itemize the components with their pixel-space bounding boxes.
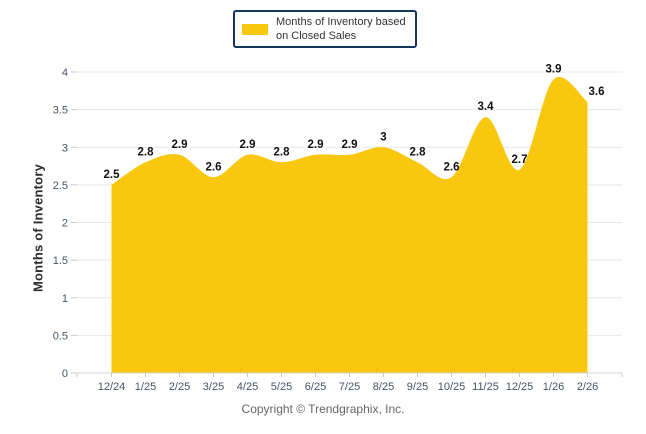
x-tick-label: 9/25: [407, 381, 428, 393]
x-tick-label: 3/25: [203, 381, 224, 393]
legend-label: Months of Inventory based on Closed Sale…: [276, 16, 406, 42]
y-tick-label: 0: [62, 368, 68, 380]
data-label: 3.9: [546, 64, 562, 76]
y-tick-label: 1.5: [53, 255, 68, 267]
x-tick-label: 6/25: [305, 381, 326, 393]
x-tick-label: 2/25: [169, 381, 190, 393]
y-tick-label: 4: [62, 67, 68, 79]
legend: Months of Inventory based on Closed Sale…: [233, 10, 417, 48]
x-tick-label: 1/25: [135, 381, 156, 393]
data-label: 2.8: [138, 146, 155, 158]
y-tick-label: 2: [62, 218, 68, 230]
y-tick-label: 0.5: [53, 330, 68, 342]
x-tick-label: 2/26: [577, 381, 598, 393]
data-label: 2.8: [274, 146, 291, 158]
data-label: 2.9: [342, 139, 358, 151]
data-label: 2.9: [308, 139, 324, 151]
data-label: 3.6: [589, 86, 605, 98]
y-tick-label: 1: [62, 293, 68, 305]
y-tick-label: 3: [62, 142, 68, 154]
data-label: 2.5: [104, 169, 121, 181]
area-series: [111, 76, 588, 374]
data-label: 2.6: [444, 161, 460, 173]
x-tick-label: 8/25: [373, 381, 394, 393]
data-label: 2.8: [410, 146, 427, 158]
x-tick-label: 12/24: [98, 381, 126, 393]
x-tick-label: 4/25: [237, 381, 258, 393]
data-label: 2.9: [172, 139, 188, 151]
data-label: 3.4: [478, 101, 495, 113]
data-labels: 2.5 2.8 2.9 2.6 2.9 2.8 2.9 2.9 3 2.8 2.6 3.4 2.7 3.9…: [104, 64, 605, 181]
copyright-text: Copyright © Trendgraphix, Inc.: [241, 402, 405, 416]
y-tick-label: 3.5: [53, 105, 68, 117]
data-label: 2.6: [206, 161, 222, 173]
y-tick-label: 2.5: [53, 180, 68, 192]
x-tick-label: 7/25: [339, 381, 360, 393]
data-label: 2.7: [512, 154, 528, 166]
y-axis-tick-labels: 0 0.5 1 1.5 2 2.5 3 3.5 4: [53, 67, 68, 380]
data-label: 2.9: [240, 139, 256, 151]
x-axis-tick-labels: 12/24 1/25 2/25 3/25 4/25 5/25 6/25 7/25 8/25 9/2…: [76, 373, 623, 393]
x-tick-label: 1/26: [543, 381, 564, 393]
series-swatch: [242, 23, 268, 35]
x-tick-label: 12/25: [506, 381, 534, 393]
x-tick-label: 5/25: [271, 381, 292, 393]
x-tick-label: 11/25: [472, 381, 499, 393]
y-axis-title: Months of Inventory: [30, 163, 46, 293]
data-label: 3: [380, 131, 386, 143]
x-tick-label: 10/25: [438, 381, 466, 393]
